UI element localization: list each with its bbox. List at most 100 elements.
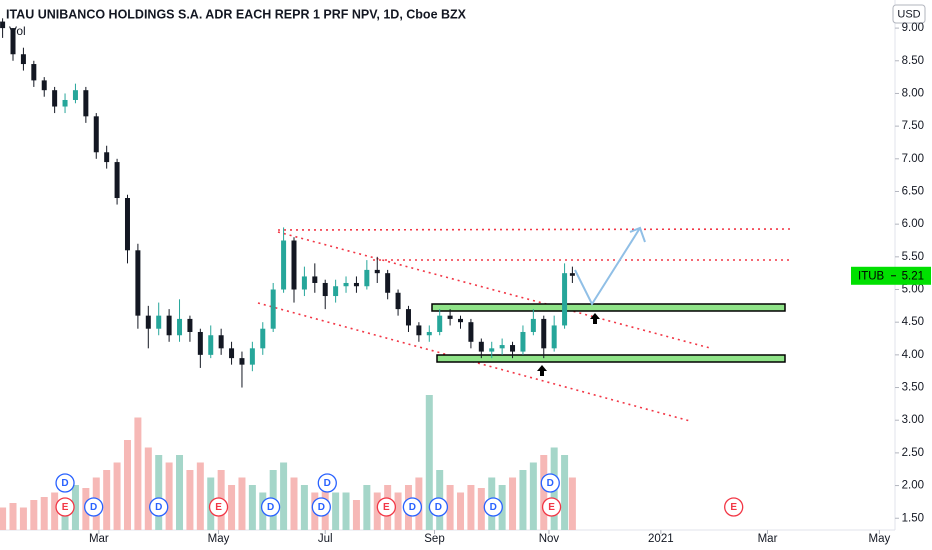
volume-bar xyxy=(373,492,381,530)
candle-body xyxy=(541,318,547,349)
y-tick-label: 8.00 xyxy=(902,87,924,99)
event-marker xyxy=(724,497,744,517)
volume-bar xyxy=(51,492,59,530)
volume-bar xyxy=(467,485,475,530)
candle-body xyxy=(385,273,391,293)
volume-bar xyxy=(300,485,308,530)
event-marker xyxy=(55,497,75,517)
volume-bar xyxy=(0,507,7,530)
volume-bar xyxy=(446,485,454,530)
event-marker xyxy=(149,497,169,517)
candle-body xyxy=(343,282,349,287)
event-marker xyxy=(483,497,503,517)
candle-body xyxy=(156,315,162,329)
volume-bar xyxy=(519,470,527,530)
event-label: D xyxy=(155,502,162,513)
volume-bar xyxy=(561,455,569,530)
candle-body xyxy=(569,273,575,276)
y-tick-label: 5.50 xyxy=(902,251,924,263)
projection-arrowhead xyxy=(629,226,646,243)
volume-bar xyxy=(290,477,298,530)
volume-bar xyxy=(363,485,371,530)
candle-body xyxy=(93,116,99,153)
candle-body xyxy=(270,289,276,329)
volume-bar xyxy=(103,470,111,530)
x-tick-label: Sep xyxy=(424,533,444,545)
candle-body xyxy=(364,269,370,287)
y-tick-label: 6.00 xyxy=(902,218,924,230)
y-tick-label: 2.00 xyxy=(902,480,924,492)
y-tick-label: 3.00 xyxy=(902,414,924,426)
candle-body xyxy=(249,348,255,365)
volume-bar xyxy=(332,492,340,530)
candle-body xyxy=(208,335,214,355)
candle-body xyxy=(52,90,58,107)
volume-bar xyxy=(71,485,79,530)
candle-body xyxy=(374,269,380,274)
x-tick-label: Mar xyxy=(89,533,109,545)
volume-bar xyxy=(19,507,27,530)
volume-bar xyxy=(248,485,256,530)
candle-body xyxy=(562,273,568,326)
candle-body xyxy=(312,276,318,283)
volume-bar xyxy=(40,497,48,530)
event-label: E xyxy=(548,502,555,513)
arrow-up xyxy=(590,313,600,324)
y-tick-label: 7.00 xyxy=(902,153,924,165)
candle-body xyxy=(405,309,411,326)
candle-body xyxy=(301,276,307,290)
candle-body xyxy=(322,282,328,297)
candle-body xyxy=(458,318,464,323)
candle-body xyxy=(333,286,339,297)
candle-body xyxy=(72,90,78,100)
volume-bar xyxy=(342,492,350,530)
event-label: D xyxy=(267,502,274,513)
volume-bar xyxy=(123,440,131,530)
event-marker xyxy=(541,497,562,517)
volume-bar xyxy=(425,395,433,530)
volume-bar xyxy=(155,455,163,530)
event-marker xyxy=(402,497,423,517)
candle-body xyxy=(426,331,432,336)
event-label: E xyxy=(215,502,222,513)
candle-body xyxy=(166,315,172,336)
candle-body xyxy=(353,282,359,287)
candle-body xyxy=(83,90,89,117)
chart-title: ITAU UNIBANCO HOLDINGS S.A. ADR EACH REP… xyxy=(6,7,467,21)
candle-body xyxy=(218,335,224,349)
volume-bar xyxy=(196,462,204,530)
y-tick-label: 9.00 xyxy=(902,22,924,34)
volume-bar xyxy=(352,500,360,530)
arrow-up xyxy=(537,365,547,376)
candle-body xyxy=(177,318,183,336)
y-tick-label: 2.50 xyxy=(902,447,924,459)
y-tick-label: 3.50 xyxy=(902,382,924,394)
y-tick-label: 6.50 xyxy=(902,186,924,198)
volume-bar xyxy=(238,477,246,530)
volume-bar xyxy=(176,455,184,530)
volume-bar xyxy=(529,462,537,530)
volume-bar xyxy=(568,477,576,530)
volume-bar xyxy=(134,417,142,530)
candle-body xyxy=(281,240,287,290)
y-tick-label: 4.00 xyxy=(902,349,924,361)
y-tick-label: 7.50 xyxy=(902,120,924,132)
volume-bar xyxy=(30,500,38,530)
event-marker xyxy=(55,473,75,493)
candle-body xyxy=(291,240,297,290)
event-label: E xyxy=(383,502,390,513)
candle-body xyxy=(229,348,235,359)
y-tick-label: 4.50 xyxy=(902,316,924,328)
volume-bar xyxy=(165,462,173,530)
candle-body xyxy=(437,315,443,332)
event-label: D xyxy=(324,478,331,489)
candle-body xyxy=(260,328,266,349)
currency-box[interactable] xyxy=(892,4,926,24)
event-marker xyxy=(260,497,281,517)
event-label: E xyxy=(62,502,69,513)
x-tick-label: Jul xyxy=(318,533,333,545)
event-marker xyxy=(540,473,560,493)
candle-body xyxy=(468,322,474,342)
candle-body xyxy=(114,162,120,199)
